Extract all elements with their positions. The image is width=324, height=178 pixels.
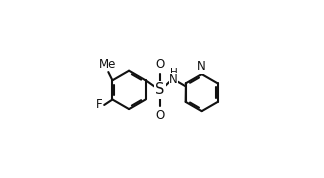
Text: O: O	[155, 109, 165, 122]
Text: H: H	[170, 68, 178, 78]
Text: F: F	[96, 98, 103, 111]
Text: O: O	[155, 58, 165, 71]
Text: N: N	[197, 60, 206, 73]
Text: Me: Me	[99, 58, 116, 71]
Text: N: N	[169, 73, 178, 86]
Text: S: S	[155, 82, 165, 97]
